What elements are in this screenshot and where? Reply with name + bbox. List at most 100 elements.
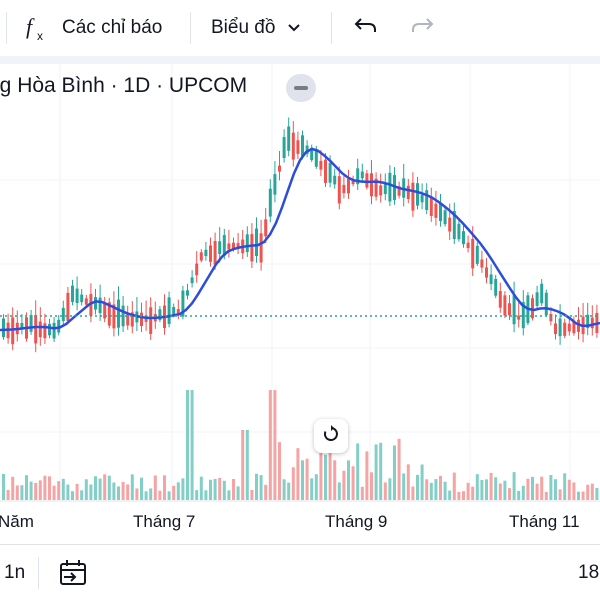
candle [264,219,268,237]
volume-bar [301,460,304,500]
symbol-legend[interactable]: ng Hòa Bình · 1D · UPCOM [0,74,248,97]
candle [11,317,15,345]
candle [117,299,120,328]
redo-icon [410,15,434,41]
toolbar-separator [0,56,600,64]
candle [383,184,387,194]
candle [199,252,203,261]
candle [425,190,429,211]
candle [544,292,548,316]
candle [554,323,557,335]
candle [140,312,143,327]
chart-type-dropdown[interactable]: Biểu đồ [211,12,301,44]
goto-date-button[interactable] [58,558,88,593]
volume-bar [2,473,5,500]
volume-bar [144,491,148,500]
redo-button[interactable] [410,12,434,44]
candle [406,185,410,199]
candle [301,135,304,157]
volume-bar [402,473,406,500]
reset-chart-button[interactable] [314,419,348,453]
volume-bar [250,489,254,500]
candle [466,242,470,249]
candle [98,297,102,314]
range-1y-button[interactable]: 1n [4,562,26,583]
volume-bar [379,442,383,500]
candle [328,163,332,183]
volume-bar [406,464,410,500]
volume-bar [567,479,571,500]
volume-bar [503,480,507,500]
candle [319,160,323,170]
minus-icon [294,86,308,90]
volume-bar [71,491,74,500]
volume-bar [365,451,369,500]
candle [273,174,277,195]
candle [112,304,116,329]
chart-type-label: Biểu đồ [211,17,276,38]
candle [291,132,295,160]
candle [172,307,176,316]
candle [452,210,456,240]
volume-bar [360,486,364,500]
volume-bar [6,489,10,500]
volume-bar [282,479,286,500]
volume-bar [586,484,590,500]
volume-bar [172,485,176,500]
candle [236,243,240,248]
volume-bar [11,476,15,500]
volume-bar [494,477,498,500]
candle [356,168,360,185]
volume-bar [66,484,70,500]
candle [521,302,525,329]
candle [218,241,222,255]
indicators-button[interactable]: f x Các chỉ báo [24,12,162,44]
volume-bar [356,443,360,500]
svg-text:x: x [37,29,43,43]
volume-bar [383,482,387,500]
volume-bar [439,475,442,500]
candle [347,178,350,194]
candle [586,314,590,329]
volume-bar [563,473,567,500]
collapse-legend-button[interactable] [286,74,316,102]
candle [494,278,498,296]
volume-bar [572,482,576,500]
volume-bar [135,488,139,500]
candle [259,233,263,263]
candle [457,223,461,240]
volume-bar [245,430,249,500]
undo-button[interactable] [354,12,378,44]
candle [577,319,580,332]
candle [351,179,355,185]
candle [268,188,272,217]
chevron-down-icon [287,17,301,39]
volume-bar [466,482,470,500]
volume-bar [43,475,47,500]
candle [503,295,507,316]
candle [2,318,5,338]
toolbar-divider [190,12,191,44]
candle [360,171,364,179]
candle [429,197,433,216]
volume-bar [462,491,465,500]
volume-bar [213,478,217,500]
candle [572,320,576,334]
volume-bar [126,484,130,500]
volume-bar [508,488,511,500]
chart-area[interactable] [0,64,600,544]
volume-bar [278,442,281,500]
volume-bar [333,460,337,500]
volume-bar [434,479,438,500]
candle [590,317,594,329]
candle [567,323,571,332]
candle [411,182,415,211]
price-chart[interactable] [0,64,600,544]
volume-bar [103,474,107,500]
volume-bar [581,491,585,500]
candle [80,294,84,303]
candle [563,322,567,336]
candle [379,185,383,196]
volume-bar [163,475,166,500]
volume-bar [429,482,433,500]
